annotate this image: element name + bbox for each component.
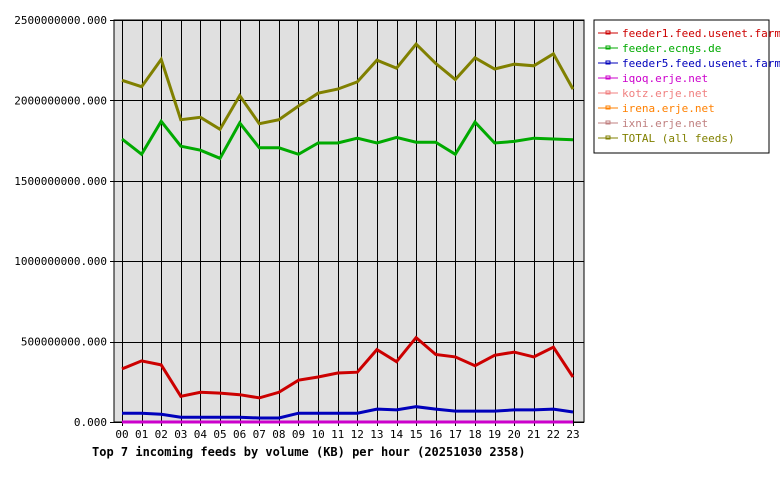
legend-item: TOTAL (all feeds) (598, 132, 735, 145)
series-lines (121, 41, 575, 424)
legend-item: ixni.erje.net (598, 117, 708, 130)
y-tick-label: 2000000000.000 (14, 94, 107, 107)
legend-item: kotz.erje.net (598, 87, 708, 100)
y-tick-label: 1500000000.000 (14, 175, 107, 188)
series-line (121, 118, 574, 161)
legend-label: feeder.ecngs.de (622, 42, 721, 55)
x-tick-label: 23 (566, 428, 579, 441)
x-tick-label: 03 (174, 428, 187, 441)
series-line (122, 405, 574, 420)
legend-label: feeder5.feed.usenet.farm (622, 57, 780, 70)
x-tick-label: 14 (390, 428, 404, 441)
x-tick-label: 10 (311, 428, 324, 441)
y-tick-label: 2500000000.000 (14, 14, 107, 27)
y-tick-label: 0.000 (74, 416, 107, 429)
legend-label: iqoq.erje.net (622, 72, 708, 85)
y-axis-ticks: 0.000 500000000.000 1000000000.000 15000000… (14, 14, 107, 429)
legend-label: kotz.erje.net (622, 87, 708, 100)
legend-label: ixni.erje.net (622, 117, 708, 130)
y-tick-label: 1000000000.000 (14, 255, 107, 268)
x-tick-label: 09 (292, 428, 305, 441)
legend-box (593, 19, 770, 154)
legend-label: TOTAL (all feeds) (622, 132, 735, 145)
x-tick-label: 22 (547, 428, 560, 441)
x-tick-label: 12 (351, 428, 364, 441)
x-tick-label: 17 (449, 428, 462, 441)
x-tick-label: 00 (115, 428, 128, 441)
x-axis-ticks: 00 01 02 03 04 05 06 07 08 09 10 11 12 13 14 15 16 17 18 19… (115, 428, 579, 441)
plot-area (113, 19, 585, 423)
x-tick-label: 01 (135, 428, 148, 441)
legend-item: irena.erje.net (598, 102, 715, 115)
x-tick-label: 08 (272, 428, 285, 441)
legend-label: feeder1.feed.usenet.farm (622, 27, 780, 40)
x-tick-label: 13 (370, 428, 383, 441)
legend-item: feeder.ecngs.de (598, 42, 721, 55)
x-tick-label: 15 (410, 428, 423, 441)
legend-item: iqoq.erje.net (598, 72, 708, 85)
x-tick-label: 11 (331, 428, 344, 441)
y-tick-label: 500000000.000 (21, 336, 107, 349)
legend-item: feeder1.feed.usenet.farm (598, 27, 780, 40)
x-tick-label: 04 (194, 428, 208, 441)
x-tick-label: 06 (233, 428, 246, 441)
legend-label: irena.erje.net (622, 102, 715, 115)
x-tick-label: 19 (488, 428, 501, 441)
chart-title: Top 7 incoming feeds by volume (KB) per … (92, 445, 525, 459)
x-tick-label: 05 (213, 428, 226, 441)
x-tick-label: 02 (155, 428, 168, 441)
legend-item: feeder5.feed.usenet.farm (598, 57, 780, 70)
legend: feeder1.feed.usenet.farm feeder.ecngs.de f… (593, 19, 780, 154)
x-tick-label: 18 (468, 428, 481, 441)
x-tick-label: 16 (429, 428, 442, 441)
x-tick-label: 20 (508, 428, 521, 441)
x-tick-label: 21 (527, 428, 540, 441)
series-line (121, 335, 575, 400)
series-line (121, 41, 575, 132)
x-tick-label: 07 (253, 428, 266, 441)
